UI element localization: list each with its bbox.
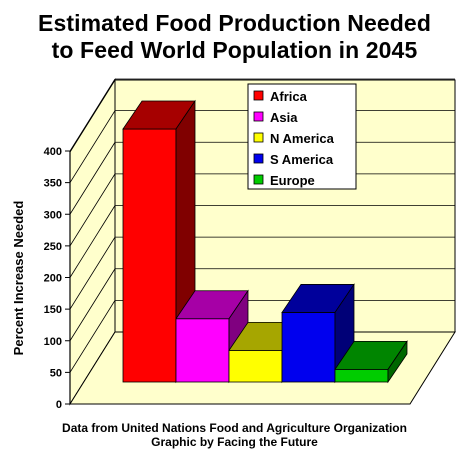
gridline-side	[69, 236, 116, 310]
y-tick-label: 0	[56, 399, 62, 411]
bar-europe	[334, 340, 408, 384]
y-tick-label: 50	[50, 367, 62, 379]
chart-title-line-2: to Feed World Population in 2045	[51, 37, 418, 63]
legend-swatch	[253, 174, 264, 185]
y-tick-label: 250	[44, 241, 62, 253]
y-tick-label: 100	[44, 336, 62, 348]
bar-front	[334, 368, 389, 383]
y-tick-label: 350	[44, 178, 62, 190]
legend-swatch	[253, 90, 264, 101]
gridline-side	[69, 142, 116, 215]
bar-front	[122, 128, 177, 383]
credit-note: Graphic by Facing the Future	[151, 435, 318, 449]
bar-side	[387, 340, 408, 384]
legend-label: Asia	[270, 110, 298, 125]
legend-label: Europe	[270, 173, 315, 188]
gridline-side	[69, 173, 116, 247]
bar-front	[281, 312, 336, 383]
bar-front	[175, 318, 230, 383]
source-note: Data from United Nations Food and Agricu…	[62, 421, 407, 435]
bar-front	[228, 349, 283, 383]
y-tick-label: 300	[44, 209, 62, 221]
legend-swatch	[253, 111, 264, 122]
legend-label: S America	[270, 152, 334, 167]
y-tick-label: 150	[44, 304, 62, 316]
legend-box	[247, 83, 357, 190]
chart-title-line-1: Estimated Food Production Needed	[38, 10, 431, 36]
legend-label: N America	[270, 131, 335, 146]
legend-swatch	[253, 132, 264, 143]
gridline-side	[69, 78, 116, 152]
y-tick-label: 200	[44, 273, 62, 285]
legend-label: Africa	[270, 89, 308, 104]
legend: Africa Asia N America S America Europe	[247, 83, 357, 190]
y-axis-title: Percent Increase Needed	[11, 201, 26, 356]
gridline-side	[69, 205, 116, 278]
gridline-side	[69, 300, 116, 373]
gridline-side	[69, 268, 116, 341]
legend-swatch	[253, 153, 264, 164]
y-tick-label: 400	[44, 146, 62, 158]
gridline-side	[69, 110, 116, 183]
